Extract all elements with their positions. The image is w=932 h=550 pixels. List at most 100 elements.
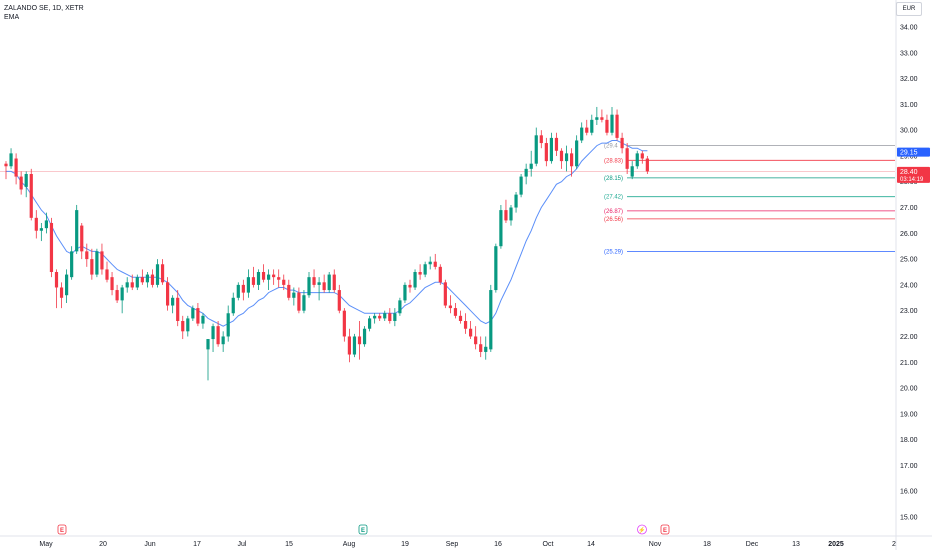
- candle-body[interactable]: [140, 277, 144, 283]
- candle-body[interactable]: [600, 117, 604, 120]
- candle-body[interactable]: [564, 153, 569, 162]
- candle-body[interactable]: [231, 297, 235, 314]
- candle-body[interactable]: [282, 279, 286, 285]
- candle-body[interactable]: [625, 148, 629, 169]
- candle-body[interactable]: [302, 295, 306, 311]
- candle-body[interactable]: [342, 310, 346, 337]
- candle-body[interactable]: [529, 163, 533, 169]
- candle-body[interactable]: [125, 282, 129, 288]
- candle-body[interactable]: [595, 117, 599, 120]
- candle-body[interactable]: [433, 261, 437, 267]
- candle-body[interactable]: [322, 282, 326, 291]
- candle-body[interactable]: [635, 153, 639, 167]
- candle-body[interactable]: [504, 210, 508, 221]
- candle-body[interactable]: [226, 313, 230, 337]
- candle-body[interactable]: [100, 251, 104, 270]
- candle-body[interactable]: [534, 135, 538, 164]
- candle-body[interactable]: [524, 168, 528, 177]
- candle-body[interactable]: [352, 336, 357, 355]
- candle-body[interactable]: [176, 297, 180, 321]
- candle-body[interactable]: [438, 266, 442, 283]
- candle-body[interactable]: [110, 277, 114, 291]
- candle-body[interactable]: [49, 223, 54, 272]
- symbol-title[interactable]: ZALANDO SE, 1D, XETR: [4, 5, 84, 12]
- candle-body[interactable]: [191, 308, 195, 319]
- candle-body[interactable]: [211, 326, 215, 340]
- candle-body[interactable]: [554, 137, 559, 151]
- candle-body[interactable]: [251, 277, 256, 285]
- candle-body[interactable]: [549, 137, 553, 162]
- candle-body[interactable]: [580, 127, 584, 141]
- candle-body[interactable]: [559, 150, 564, 162]
- candle-body[interactable]: [105, 269, 109, 280]
- candle-body[interactable]: [14, 158, 18, 177]
- candle-body[interactable]: [368, 318, 372, 329]
- candle-body[interactable]: [337, 290, 341, 311]
- candle-body[interactable]: [544, 143, 548, 162]
- candle-body[interactable]: [332, 274, 336, 291]
- candle-body[interactable]: [70, 251, 74, 278]
- candle-body[interactable]: [80, 225, 84, 252]
- earnings-event-icon[interactable]: [660, 524, 670, 535]
- candle-body[interactable]: [120, 287, 124, 301]
- candle-body[interactable]: [216, 326, 220, 345]
- candle-body[interactable]: [539, 135, 543, 144]
- candle-body[interactable]: [570, 153, 574, 167]
- candle-body[interactable]: [65, 274, 69, 296]
- candle-body[interactable]: [423, 264, 427, 275]
- candle-body[interactable]: [590, 119, 594, 133]
- currency-button[interactable]: EUR: [896, 2, 922, 16]
- candle-body[interactable]: [186, 318, 190, 332]
- candle-body[interactable]: [585, 127, 589, 133]
- candle-body[interactable]: [307, 277, 311, 296]
- candle-body[interactable]: [645, 158, 649, 172]
- candle-body[interactable]: [373, 315, 377, 319]
- candle-body[interactable]: [34, 217, 38, 231]
- candle-body[interactable]: [160, 264, 165, 283]
- candle-body[interactable]: [428, 261, 432, 265]
- candle-body[interactable]: [155, 264, 160, 285]
- candle-body[interactable]: [575, 140, 579, 167]
- earnings-event-icon[interactable]: [57, 524, 67, 535]
- candle-body[interactable]: [413, 272, 417, 288]
- candle-body[interactable]: [166, 282, 170, 306]
- candle-body[interactable]: [489, 290, 493, 350]
- candle-body[interactable]: [605, 119, 609, 133]
- candle-body[interactable]: [393, 313, 397, 321]
- candle-body[interactable]: [474, 336, 478, 345]
- candle-body[interactable]: [54, 272, 59, 288]
- candle-body[interactable]: [509, 207, 513, 221]
- candle-body[interactable]: [39, 228, 43, 231]
- candle-body[interactable]: [90, 259, 94, 275]
- candle-body[interactable]: [115, 290, 119, 301]
- candle-body[interactable]: [145, 274, 149, 283]
- candle-body[interactable]: [317, 282, 321, 285]
- candle-body[interactable]: [292, 292, 296, 298]
- candle-body[interactable]: [418, 272, 422, 275]
- candle-body[interactable]: [272, 274, 276, 278]
- dividend-event-icon[interactable]: [637, 524, 647, 535]
- candle-body[interactable]: [347, 336, 351, 355]
- candle-body[interactable]: [256, 272, 261, 285]
- candle-body[interactable]: [44, 220, 48, 229]
- candle-body[interactable]: [297, 292, 301, 311]
- candle-body[interactable]: [75, 210, 79, 252]
- candle-body[interactable]: [287, 284, 291, 298]
- candle-body[interactable]: [443, 282, 447, 306]
- candle-body[interactable]: [135, 277, 139, 288]
- candle-body[interactable]: [469, 328, 473, 337]
- candle-body[interactable]: [9, 153, 13, 167]
- candle-body[interactable]: [494, 246, 498, 291]
- candle-body[interactable]: [130, 282, 134, 288]
- candle-body[interactable]: [277, 277, 281, 280]
- candle-body[interactable]: [4, 163, 8, 167]
- candle-body[interactable]: [383, 313, 387, 319]
- candle-body[interactable]: [484, 346, 488, 352]
- candle-body[interactable]: [261, 272, 266, 280]
- candle-body[interactable]: [241, 284, 245, 293]
- candle-body[interactable]: [362, 328, 367, 345]
- candle-body[interactable]: [24, 174, 28, 187]
- candle-body[interactable]: [403, 284, 407, 301]
- candle-body[interactable]: [519, 176, 523, 195]
